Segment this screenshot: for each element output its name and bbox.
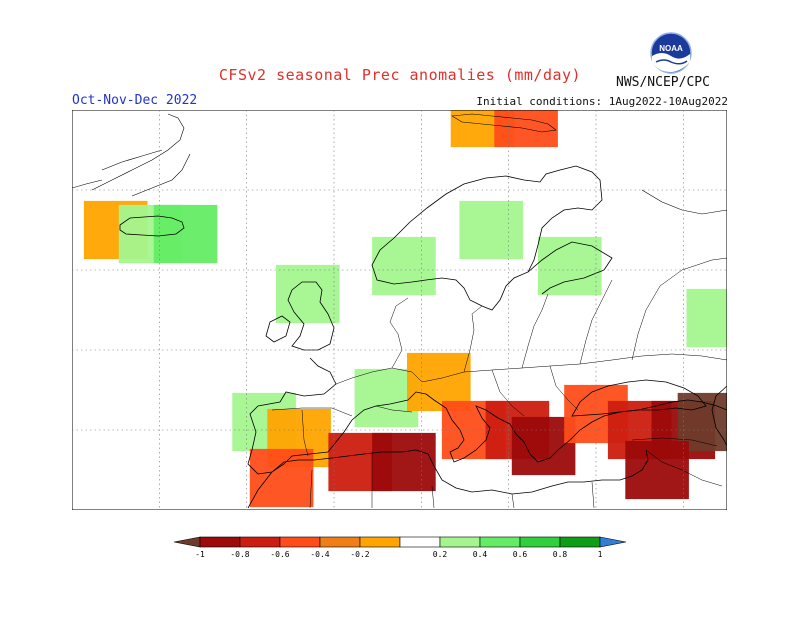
map-title: CFSv2 seasonal Prec anomalies (mm/day) <box>218 66 582 84</box>
legend-label: -0.2 <box>350 550 369 559</box>
legend-swatch <box>319 536 361 548</box>
legend-swatch <box>199 536 241 548</box>
map-panel: 80N70N60N50N40N30N 30W20W10W010E20E30E40… <box>72 110 727 510</box>
anomaly-cell <box>249 448 314 508</box>
country-borders <box>271 257 727 509</box>
caspian-coast <box>711 385 727 447</box>
legend-swatch <box>439 536 481 548</box>
anomaly-cells <box>83 110 727 508</box>
legend-swatch <box>399 536 441 548</box>
legend-swatch <box>479 536 521 548</box>
legend-label: -0.6 <box>270 550 289 559</box>
forecast-period: Oct-Nov-Dec 2022 <box>72 93 198 108</box>
anomaly-cell <box>372 236 436 296</box>
logo-text: NOAA <box>659 44 683 53</box>
anomaly-cell <box>625 440 689 500</box>
legend-arrow-high <box>599 536 627 548</box>
anomaly-cell <box>153 204 218 264</box>
legend-swatch <box>359 536 401 548</box>
noaa-logo-icon: NOAA <box>650 32 692 74</box>
anomaly-cell <box>372 432 436 492</box>
anomaly-cell <box>686 288 727 348</box>
legend-label: 0.6 <box>513 550 528 559</box>
iceland-coast <box>119 215 185 237</box>
arctic-islands <box>72 113 727 215</box>
legend-label: 0.2 <box>433 550 448 559</box>
african-coast <box>247 449 649 509</box>
legend-swatch <box>519 536 561 548</box>
legend-label: -0.4 <box>310 550 329 559</box>
anomaly-cell <box>538 236 602 296</box>
anomaly-cell <box>276 264 340 324</box>
legend-label: 0.4 <box>473 550 488 559</box>
great-britain-coast <box>287 281 335 351</box>
legend-swatch <box>279 536 321 548</box>
legend-label: -0.8 <box>230 550 249 559</box>
legend-arrow-low <box>173 536 201 548</box>
ireland-coast <box>265 315 291 343</box>
agency-label: NWS/NCEP/CPC <box>616 75 710 90</box>
legend-labels: -1 -0.8 -0.6 -0.4 -0.2 0.2 0.4 0.6 0.8 1 <box>195 550 602 559</box>
color-legend: -1 -0.8 -0.6 -0.4 -0.2 0.2 0.4 0.6 0.8 1 <box>173 536 627 559</box>
legend-label: 1 <box>598 550 603 559</box>
graticule <box>72 110 727 510</box>
legend-label: -1 <box>195 550 205 559</box>
scandinavia-coast <box>371 165 603 311</box>
black-sea-coast <box>571 379 707 417</box>
legend-label: 0.8 <box>553 550 568 559</box>
baltic-coast <box>527 241 613 295</box>
legend-swatch <box>559 536 601 548</box>
initial-conditions: Initial conditions: 1Aug2022-10Aug2022 <box>476 95 728 108</box>
legend-bar <box>173 536 627 548</box>
anomaly-cell <box>459 200 523 260</box>
legend-swatch <box>239 536 281 548</box>
